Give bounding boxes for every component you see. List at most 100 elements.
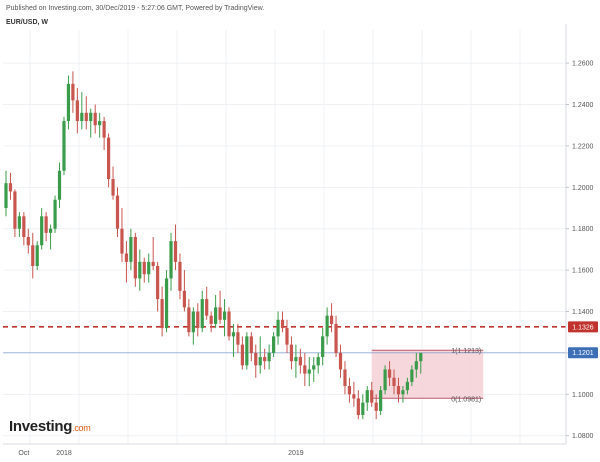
candle-body: [401, 390, 405, 395]
candle-body: [379, 390, 383, 411]
y-tick-label: 1.1000: [572, 392, 594, 399]
candle-body: [272, 336, 276, 353]
candle-body: [160, 299, 164, 329]
candle-body: [307, 369, 311, 374]
candle-body: [298, 357, 302, 366]
candle-body: [102, 121, 106, 138]
candle-body: [49, 228, 53, 233]
candle-body: [209, 315, 213, 324]
candle-body: [405, 381, 409, 391]
candle-body: [89, 112, 93, 122]
candle-body: [222, 311, 227, 320]
current-price-tag: [568, 347, 598, 359]
candle-body: [8, 183, 13, 192]
candle-body: [254, 352, 258, 366]
x-tick-label: 2019: [288, 450, 304, 457]
y-tick-label: 1.0800: [572, 433, 594, 440]
candle-body: [240, 344, 244, 366]
candle-body: [347, 386, 352, 395]
candle-body: [142, 261, 146, 275]
logo-main: Investing: [9, 418, 73, 435]
candle-body: [258, 357, 262, 366]
candle-body: [182, 290, 186, 308]
resistance-price-tag: [568, 321, 598, 333]
candle-body: [370, 390, 374, 403]
x-tick-label: Oct: [18, 450, 29, 457]
candle-body: [84, 112, 88, 122]
candle-body: [263, 357, 267, 362]
candle-body: [365, 390, 369, 403]
y-tick-label: 1.2000: [572, 185, 594, 192]
candle-body: [40, 216, 44, 246]
candle-body: [334, 323, 338, 353]
candle-body: [276, 319, 280, 337]
candle-body: [111, 179, 115, 196]
candle-body: [267, 352, 271, 362]
candle-body: [231, 332, 236, 337]
candle-body: [13, 191, 17, 229]
candles: [4, 71, 423, 420]
chart-header: Published on Investing.com, 30/Dec/2019 …: [6, 5, 265, 12]
logo-suffix: .com: [72, 423, 91, 433]
candle-body: [396, 386, 401, 395]
candle-body: [26, 237, 30, 246]
candle-body: [147, 261, 151, 275]
candle-body: [285, 328, 289, 345]
candle-body: [80, 112, 84, 122]
candle-body: [321, 336, 325, 358]
candle-body: [352, 394, 356, 399]
candle-body: [245, 336, 249, 366]
candle-body: [31, 245, 35, 266]
candle-body: [392, 377, 396, 387]
candle-body: [22, 216, 26, 237]
candle-body: [187, 307, 191, 333]
x-tick-label: 2018: [56, 450, 72, 457]
candle-body: [4, 183, 8, 209]
candle-body: [249, 336, 253, 353]
candle-body: [343, 369, 347, 387]
candle-body: [214, 307, 218, 324]
candle-body: [289, 344, 294, 362]
candle-body: [383, 369, 387, 391]
time-axis[interactable]: Oct 2018 2019: [3, 443, 566, 457]
candle-body: [133, 237, 137, 279]
candle-body: [414, 361, 418, 370]
candle-body: [325, 315, 329, 337]
price-axis[interactable]: 1.08001.10001.12001.14001.16001.18001.20…: [566, 61, 594, 441]
candle-body: [200, 299, 204, 329]
candle-body: [191, 311, 195, 333]
candle-body: [303, 365, 307, 374]
y-tick-label: 1.1600: [572, 268, 594, 275]
resistance-price-tag-label: 1.1326: [572, 324, 594, 331]
candle-body: [410, 369, 414, 382]
candle-body: [173, 241, 178, 262]
candle-body: [75, 100, 79, 122]
candle-body: [53, 199, 57, 229]
fib-top-label: 1(1.1213): [451, 348, 481, 355]
candle-body: [98, 121, 102, 126]
candle-body: [35, 245, 39, 266]
candle-body: [294, 357, 298, 362]
candle-body: [169, 241, 173, 279]
candle-body: [17, 216, 21, 229]
candle-body: [62, 121, 66, 171]
candle-body: [151, 261, 155, 266]
candle-body: [106, 137, 111, 180]
candle-body: [419, 352, 423, 362]
candle-body: [374, 402, 378, 411]
candle-body: [196, 311, 200, 329]
candle-body: [329, 315, 334, 324]
fib-bottom-label: 0(1.0981): [451, 396, 481, 403]
grid: [3, 30, 566, 444]
candle-body: [236, 332, 240, 345]
current-price-tag-label: 1.1201: [572, 350, 594, 357]
candle-body: [120, 228, 124, 254]
y-tick-label: 1.1400: [572, 309, 594, 316]
candle-body: [156, 265, 160, 300]
candle-body: [356, 398, 360, 416]
candle-body: [338, 352, 343, 370]
candle-body: [93, 112, 97, 126]
candle-body: [164, 278, 169, 329]
candle-body: [66, 83, 71, 122]
